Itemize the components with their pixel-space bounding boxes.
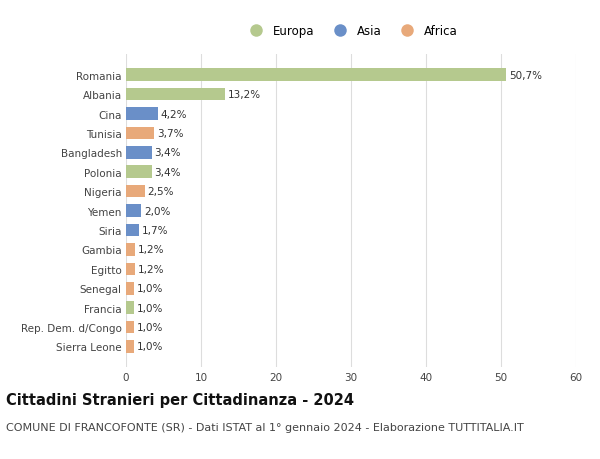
Text: 50,7%: 50,7%: [509, 71, 542, 80]
Text: 2,0%: 2,0%: [144, 206, 170, 216]
Text: 3,4%: 3,4%: [155, 148, 181, 158]
Text: 1,7%: 1,7%: [142, 225, 168, 235]
Text: Cittadini Stranieri per Cittadinanza - 2024: Cittadini Stranieri per Cittadinanza - 2…: [6, 392, 354, 408]
Bar: [126, 166, 151, 179]
Text: 1,0%: 1,0%: [137, 342, 163, 352]
Bar: [126, 341, 133, 353]
Text: 3,7%: 3,7%: [157, 129, 183, 139]
Bar: [126, 321, 133, 334]
Text: 1,2%: 1,2%: [138, 264, 164, 274]
Text: 2,5%: 2,5%: [148, 187, 174, 197]
Bar: [126, 224, 139, 237]
Text: COMUNE DI FRANCOFONTE (SR) - Dati ISTAT al 1° gennaio 2024 - Elaborazione TUTTIT: COMUNE DI FRANCOFONTE (SR) - Dati ISTAT …: [6, 422, 524, 432]
Text: 1,0%: 1,0%: [137, 284, 163, 294]
Bar: [126, 263, 135, 275]
Text: 13,2%: 13,2%: [228, 90, 261, 100]
Text: 1,0%: 1,0%: [137, 322, 163, 332]
Bar: [126, 108, 157, 121]
Bar: [126, 282, 133, 295]
Bar: [126, 244, 135, 256]
Bar: [126, 127, 154, 140]
Bar: [126, 89, 225, 101]
Text: 1,0%: 1,0%: [137, 303, 163, 313]
Bar: [126, 69, 506, 82]
Text: 1,2%: 1,2%: [138, 245, 164, 255]
Text: 3,4%: 3,4%: [155, 168, 181, 177]
Legend: Europa, Asia, Africa: Europa, Asia, Africa: [239, 20, 463, 43]
Bar: [126, 185, 145, 198]
Bar: [126, 147, 151, 159]
Bar: [126, 205, 141, 218]
Bar: [126, 302, 133, 314]
Text: 4,2%: 4,2%: [161, 109, 187, 119]
